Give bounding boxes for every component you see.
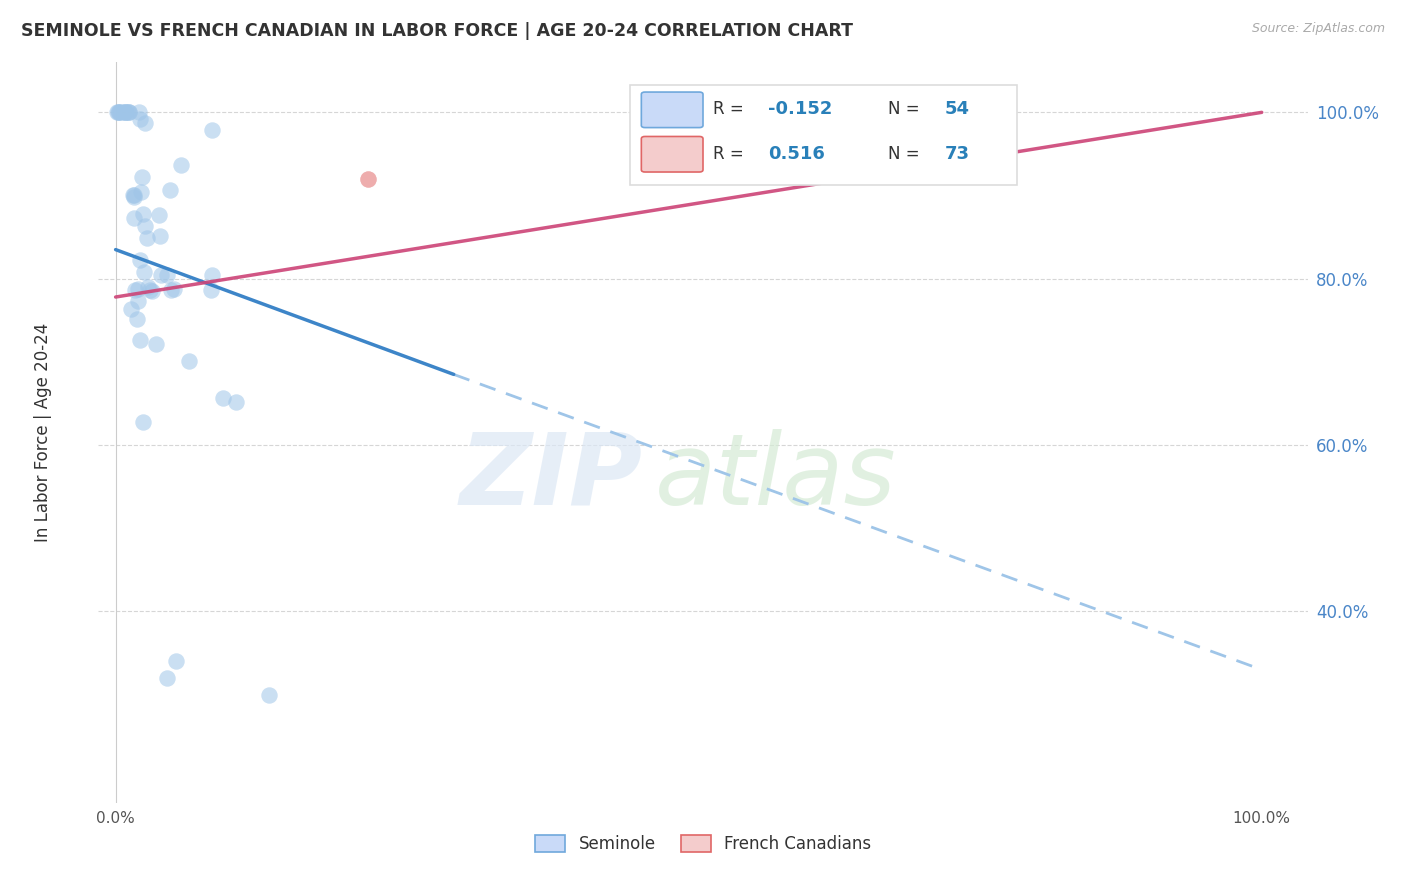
Point xyxy=(141,284,163,298)
Point xyxy=(120,302,142,317)
Point xyxy=(131,170,153,185)
Point xyxy=(124,284,146,298)
Point xyxy=(145,336,167,351)
Point xyxy=(138,283,160,297)
Point xyxy=(129,185,152,199)
Point xyxy=(117,105,139,120)
Point xyxy=(118,105,141,120)
Point xyxy=(122,211,145,226)
Point xyxy=(201,122,224,136)
Point xyxy=(134,116,156,130)
Point xyxy=(129,252,152,267)
Point xyxy=(105,105,128,120)
Point xyxy=(115,105,138,120)
FancyBboxPatch shape xyxy=(641,136,703,172)
Point xyxy=(132,207,155,221)
Point xyxy=(159,183,181,197)
Point xyxy=(127,293,149,308)
Point xyxy=(150,268,173,282)
Legend: Seminole, French Canadians: Seminole, French Canadians xyxy=(527,826,879,861)
Point xyxy=(112,105,135,120)
Text: R =: R = xyxy=(713,145,754,162)
Point xyxy=(107,105,129,120)
Point xyxy=(122,187,145,202)
Point xyxy=(114,105,136,120)
Text: atlas: atlas xyxy=(655,428,896,525)
Point xyxy=(128,105,150,120)
Text: 73: 73 xyxy=(945,145,970,162)
Point xyxy=(155,268,177,283)
Point xyxy=(122,187,145,202)
Point xyxy=(131,415,153,429)
Point xyxy=(134,219,156,234)
Point xyxy=(132,265,155,279)
Point xyxy=(357,172,380,186)
Point xyxy=(225,395,247,409)
Point xyxy=(114,105,136,120)
Point xyxy=(128,112,150,126)
Text: SEMINOLE VS FRENCH CANADIAN IN LABOR FORCE | AGE 20-24 CORRELATION CHART: SEMINOLE VS FRENCH CANADIAN IN LABOR FOR… xyxy=(21,22,853,40)
Point xyxy=(149,228,172,243)
Text: -0.152: -0.152 xyxy=(768,100,832,118)
Point xyxy=(200,283,222,297)
FancyBboxPatch shape xyxy=(641,92,703,128)
Text: 0.516: 0.516 xyxy=(768,145,825,162)
Point xyxy=(107,105,129,120)
Point xyxy=(127,282,149,296)
Point xyxy=(163,282,186,296)
Point xyxy=(160,283,183,297)
Point xyxy=(136,280,159,294)
Point xyxy=(125,312,148,326)
Point xyxy=(257,688,280,702)
Point xyxy=(135,231,157,245)
Point xyxy=(107,105,129,120)
Point xyxy=(110,105,132,120)
Point xyxy=(124,189,146,203)
Point xyxy=(148,208,170,222)
Text: N =: N = xyxy=(889,145,925,162)
Y-axis label: In Labor Force | Age 20-24: In Labor Force | Age 20-24 xyxy=(34,323,52,542)
Point xyxy=(357,172,380,186)
Text: ZIP: ZIP xyxy=(460,428,643,525)
Point xyxy=(201,268,224,282)
Point xyxy=(128,333,150,347)
Point xyxy=(212,392,235,406)
Point xyxy=(170,157,193,171)
Text: N =: N = xyxy=(889,100,925,118)
Point xyxy=(165,654,187,668)
FancyBboxPatch shape xyxy=(630,85,1018,185)
Text: Source: ZipAtlas.com: Source: ZipAtlas.com xyxy=(1251,22,1385,36)
Point xyxy=(117,105,139,120)
Text: 54: 54 xyxy=(945,100,970,118)
Point xyxy=(177,354,200,368)
Text: R =: R = xyxy=(713,100,748,118)
Point xyxy=(156,671,179,685)
